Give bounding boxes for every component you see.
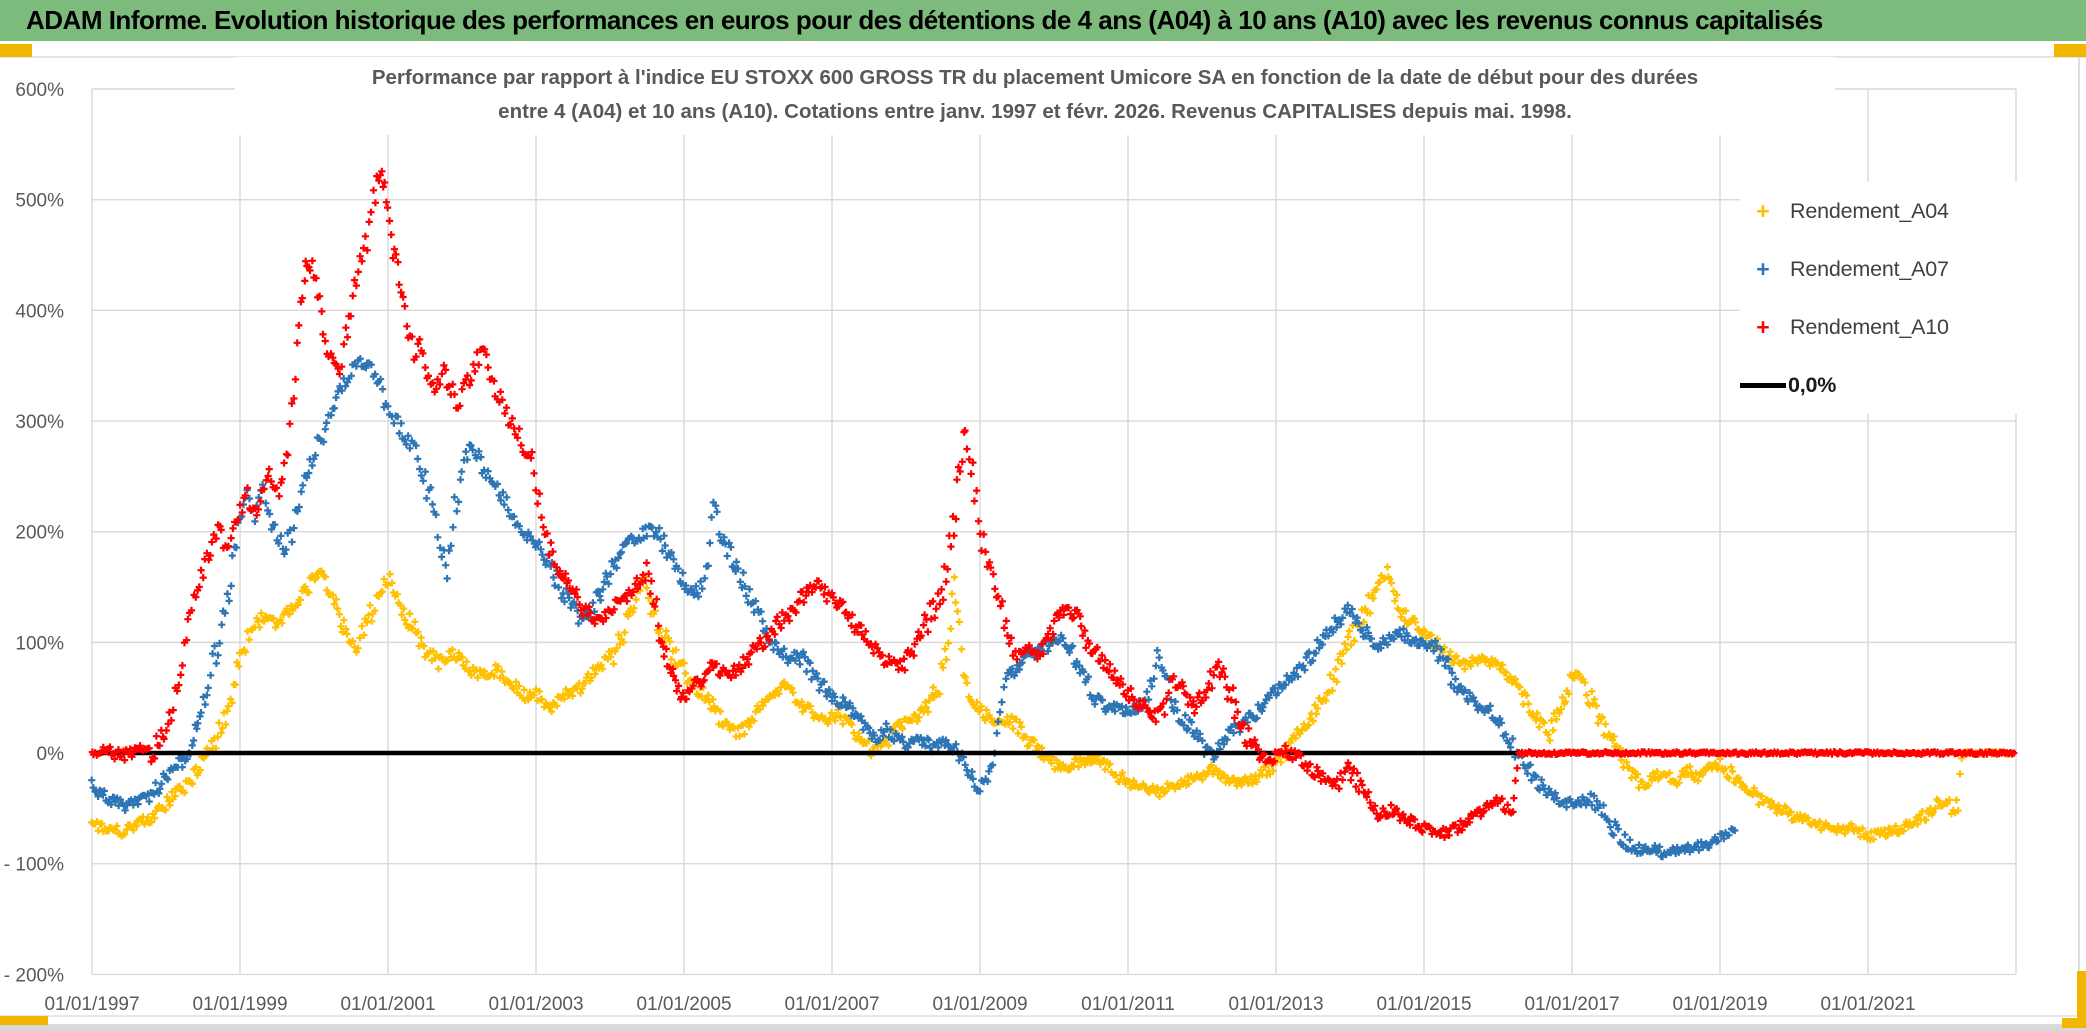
- y-tick-label: - 100%: [4, 855, 64, 876]
- legend-item-rendement-a07: + Rendement_A07: [1740, 240, 2045, 298]
- header-bar: ADAM Informe. Evolution historique des p…: [0, 0, 2086, 41]
- legend-label: 0,0%: [1788, 372, 1837, 397]
- legend-label: Rendement_A04: [1790, 198, 1949, 223]
- legend-item-rendement-a04: + Rendement_A04: [1740, 182, 2045, 240]
- x-tick-label: 01/01/2017: [1524, 994, 1619, 1015]
- page-bottom-border: [0, 1015, 2086, 1017]
- y-tick-label: 500%: [15, 191, 64, 212]
- y-tick-label: 300%: [15, 412, 64, 433]
- legend-item-rendement-a10: + Rendement_A10: [1740, 298, 2045, 356]
- x-tick-label: 01/01/2001: [340, 994, 435, 1015]
- plus-marker-icon: +: [1756, 198, 1770, 224]
- plus-marker-icon: +: [1756, 314, 1770, 340]
- chart-subtitle-line1: Performance par rapport à l'indice EU ST…: [371, 66, 1699, 89]
- y-tick-label: - 200%: [4, 965, 64, 986]
- x-tick-label: 01/01/2019: [1672, 994, 1767, 1015]
- gridlines: [91, 88, 2017, 976]
- y-tick-label: 200%: [15, 523, 64, 544]
- chart-subtitle-line2: entre 4 (A04) et 10 ans (A10). Cotations…: [498, 100, 1572, 123]
- chart-subtitle: Performance par rapport à l'indice EU ST…: [235, 57, 1835, 135]
- gold-corner-accent-bottom-right-vertical: [2077, 971, 2086, 1023]
- plus-marker-icon: +: [1756, 256, 1770, 282]
- chart-legend: + Rendement_A04 + Rendement_A07 + Rendement_A…: [1740, 182, 2045, 414]
- legend-label: Rendement_A10: [1790, 314, 1949, 339]
- page-title: ADAM Informe. Evolution historique des p…: [26, 5, 1823, 35]
- gold-corner-accent-top-right: [2054, 44, 2086, 57]
- series-a04-points: [88, 563, 1966, 844]
- x-tick-label: 01/01/2015: [1376, 994, 1471, 1015]
- x-tick-label: 01/01/2013: [1228, 994, 1323, 1015]
- x-tick-label: 01/01/2021: [1820, 994, 1915, 1015]
- series-a10-zero-tail: [1515, 748, 2018, 758]
- x-tick-label: 01/01/2005: [636, 994, 731, 1015]
- y-tick-label: 0%: [37, 744, 65, 765]
- series-a10-points: [88, 167, 1521, 841]
- page-right-border: [2078, 58, 2080, 971]
- y-tick-label: 400%: [15, 301, 64, 322]
- gold-corner-accent-bottom-right-horizontal: [2062, 1018, 2086, 1028]
- zero-line-swatch: [1740, 382, 1786, 388]
- y-tick-label: 100%: [15, 633, 64, 654]
- x-tick-label: 01/01/1999: [192, 994, 287, 1015]
- bottom-strip: [0, 1024, 2086, 1031]
- x-tick-label: 01/01/2007: [784, 994, 879, 1015]
- series-a07-points: [88, 355, 1739, 861]
- gold-corner-accent-top-left: [0, 44, 32, 57]
- y-tick-label: 600%: [15, 80, 64, 101]
- legend-label: Rendement_A07: [1790, 256, 1949, 281]
- gold-corner-accent-bottom-left: [0, 1016, 48, 1025]
- x-tick-label: 01/01/2011: [1081, 994, 1175, 1015]
- x-tick-label: 01/01/2003: [488, 994, 583, 1015]
- x-tick-label: 01/01/1997: [44, 994, 139, 1015]
- x-tick-label: 01/01/2009: [932, 994, 1027, 1015]
- legend-item-0-0-: 0,0%: [1740, 356, 2045, 414]
